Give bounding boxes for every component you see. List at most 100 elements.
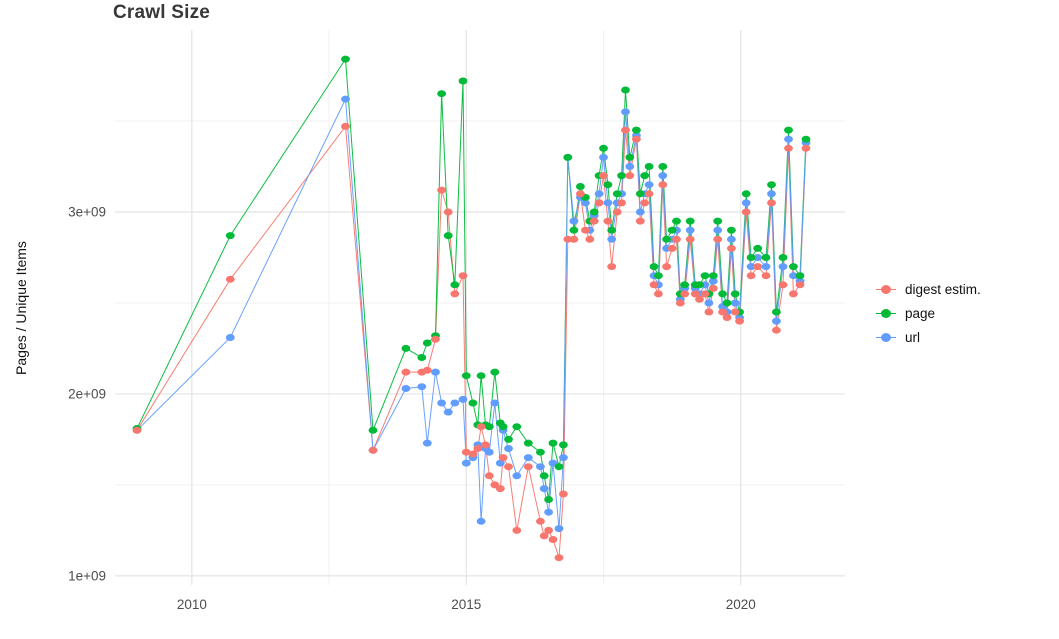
x-tick-label: 2010 <box>177 597 207 612</box>
data-point-page <box>761 254 771 261</box>
data-point-url <box>772 317 781 325</box>
data-point-digest-estim <box>607 263 617 271</box>
data-point-digest-estim <box>603 217 613 225</box>
data-point-digest-estim <box>784 144 793 152</box>
data-point-digest-estim <box>225 275 235 283</box>
data-point-url <box>658 172 668 180</box>
data-point-url <box>523 454 533 462</box>
data-point-digest-estim <box>544 526 553 534</box>
data-point-page <box>536 448 545 456</box>
data-point-page <box>680 281 690 289</box>
data-point-url <box>635 208 645 216</box>
data-point-digest-estim <box>658 181 668 189</box>
data-point-url <box>625 163 635 170</box>
data-point-digest-estim <box>690 290 700 298</box>
data-point-digest-estim <box>554 554 564 562</box>
chart-title: Crawl Size <box>113 2 211 23</box>
data-point-url <box>761 263 771 271</box>
data-point-page <box>746 254 756 261</box>
data-point-page <box>685 217 695 225</box>
data-point-url <box>730 299 740 307</box>
data-point-page <box>625 153 635 161</box>
data-point-url <box>437 399 446 407</box>
data-point-url <box>548 459 558 467</box>
data-point-digest-estim <box>649 281 659 289</box>
data-point-page <box>635 190 645 198</box>
data-point-digest-estim <box>548 536 558 543</box>
data-point-digest-estim <box>727 244 736 252</box>
data-point-page <box>548 439 558 447</box>
data-point-digest-estim <box>495 485 505 493</box>
data-point-page <box>700 272 710 280</box>
data-point-url <box>536 463 545 471</box>
data-point-page <box>512 423 522 431</box>
y-tick-label: 3e+09 <box>68 204 106 219</box>
data-point-page <box>341 55 350 63</box>
data-point-digest-estim <box>617 199 626 207</box>
data-point-page <box>225 232 235 240</box>
data-point-digest-estim <box>741 208 751 216</box>
data-point-url <box>544 508 553 516</box>
data-point-digest-estim <box>767 199 776 207</box>
data-point-page <box>523 439 533 447</box>
data-point-url <box>495 459 505 467</box>
legend-label: page <box>905 306 936 321</box>
data-point-url <box>554 525 564 533</box>
data-point-digest-estim <box>443 208 453 216</box>
data-point-page <box>632 126 641 134</box>
y-tick-label: 1e+09 <box>68 568 106 583</box>
data-point-page <box>559 441 568 449</box>
data-point-url <box>225 334 235 341</box>
data-point-url <box>644 181 654 189</box>
data-point-url <box>685 226 695 234</box>
data-point-url <box>559 454 568 462</box>
data-point-digest-estim <box>789 290 798 298</box>
data-point-url <box>704 299 714 307</box>
data-point-page <box>654 272 663 280</box>
data-point-url <box>778 263 788 271</box>
data-point-url <box>708 277 718 285</box>
data-point-digest-estim <box>685 235 695 243</box>
data-point-url <box>422 439 432 447</box>
data-point-page <box>617 172 626 180</box>
data-point-digest-estim <box>458 272 468 280</box>
series-line-digest-estim <box>136 125 807 558</box>
y-axis-label: Pages / Unique Items <box>13 241 29 375</box>
data-point-url <box>741 199 751 207</box>
data-point-digest-estim <box>437 186 446 194</box>
data-point-url <box>727 235 736 243</box>
data-point-url <box>458 395 468 403</box>
x-tick-label: 2015 <box>451 597 481 612</box>
data-point-digest-estim <box>772 326 781 334</box>
legend-item-url: url <box>876 329 981 346</box>
data-point-digest-estim <box>563 235 573 243</box>
data-point-digest-estim <box>662 263 671 271</box>
data-point-digest-estim <box>559 490 568 498</box>
data-point-url <box>753 254 763 261</box>
data-point-page <box>658 163 668 170</box>
data-point-digest-estim <box>422 366 432 374</box>
data-point-url <box>713 226 723 234</box>
data-point-page <box>722 299 732 307</box>
data-point-page <box>576 183 585 190</box>
data-point-digest-estim <box>468 450 478 458</box>
data-point-page <box>741 190 751 198</box>
data-point-url <box>539 485 549 493</box>
data-point-page <box>544 496 553 503</box>
legend-key-icon <box>876 331 896 345</box>
data-point-digest-estim <box>473 445 483 452</box>
data-point-url <box>401 385 411 392</box>
data-point-digest-estim <box>735 317 744 325</box>
data-point-digest-estim <box>368 446 378 454</box>
data-point-digest-estim <box>589 217 599 225</box>
data-point-digest-estim <box>746 272 756 280</box>
data-point-digest-estim <box>484 472 494 480</box>
data-point-page <box>789 263 798 271</box>
data-point-page <box>708 272 718 280</box>
legend-item-page: page <box>876 305 981 322</box>
data-point-url <box>607 235 617 243</box>
data-point-page <box>667 226 677 234</box>
data-point-page <box>718 290 727 298</box>
